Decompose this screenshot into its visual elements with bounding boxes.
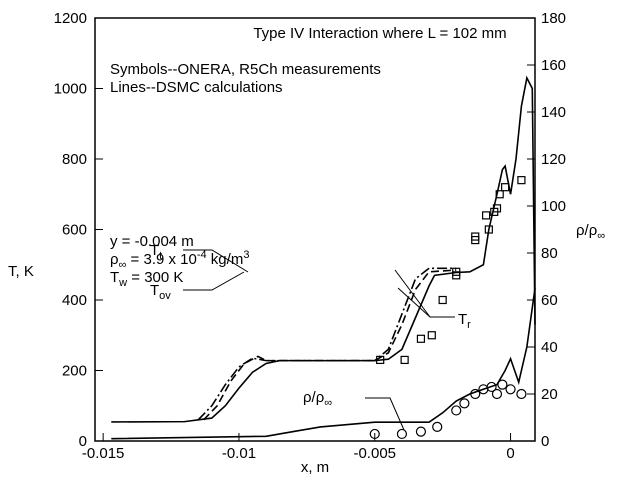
- x-tick-label: -0.005: [353, 445, 396, 462]
- annotation-part: T: [110, 269, 119, 286]
- series-label-subscript: ov: [159, 290, 171, 302]
- y2-tick-label: 40: [541, 339, 558, 356]
- annotation-part: y = -0.004 m: [110, 233, 194, 250]
- square-marker: [501, 183, 510, 192]
- annotation-part: kg/m: [207, 251, 244, 268]
- annotation-part: -4: [197, 249, 207, 261]
- leader: [183, 271, 245, 291]
- y2-tick-label: 180: [541, 10, 566, 27]
- circle-marker: [415, 426, 427, 437]
- annotation-part: ∞: [119, 259, 127, 271]
- y-tick-label: 600: [62, 222, 87, 239]
- series-label-base: ρ/ρ: [303, 389, 324, 406]
- annotation-part: = 3.9 x 10: [126, 251, 196, 268]
- circle-marker: [486, 381, 497, 393]
- square-marker: [492, 204, 502, 213]
- x-tick-label: -0.015: [82, 445, 125, 462]
- y2-axis-label: ρ/ρ∞: [576, 222, 605, 242]
- annotation-part: 3: [243, 249, 249, 261]
- annotation: y = -0.004 m: [110, 233, 194, 250]
- y2-tick-label: 20: [541, 386, 558, 403]
- square-marker: [471, 232, 480, 241]
- square-marker: [376, 355, 385, 365]
- annotation: ρ∞ = 3.9 x 10-4 kg/m3: [110, 249, 249, 271]
- chart-title: Type IV Interaction where L = 102 mm: [253, 25, 506, 42]
- circle-marker: [516, 388, 527, 400]
- annotation: Tw = 300 K: [110, 269, 183, 289]
- circle-marker: [459, 398, 470, 409]
- series-label: Tt: [150, 242, 162, 262]
- y-tick-label: 1200: [54, 10, 87, 27]
- y-tick-label: 800: [62, 151, 87, 168]
- series-label-subscript: r: [467, 319, 471, 331]
- y2-tick-label: 160: [541, 57, 566, 74]
- circle-marker: [451, 405, 462, 416]
- y2-tick-label: 80: [541, 245, 558, 262]
- y-tick-label: 200: [62, 363, 87, 380]
- data-line: [111, 288, 536, 440]
- circle-marker: [396, 428, 408, 440]
- square-marker: [482, 211, 491, 220]
- y2-tick-label: 60: [541, 292, 558, 309]
- annotation-part: ρ: [110, 251, 119, 268]
- series-label: Tov: [150, 282, 171, 302]
- series-label-base: T: [150, 282, 159, 299]
- data-line: [203, 269, 457, 421]
- y-tick-label: 400: [62, 292, 87, 309]
- annotation-part: Symbols--ONERA, R5Ch measurements: [110, 61, 381, 78]
- series-label-base: T: [458, 311, 467, 328]
- annotation: Symbols--ONERA, R5Ch measurements: [110, 61, 381, 78]
- series-label-base: T: [150, 242, 159, 259]
- series-label-subscript: t: [159, 250, 162, 262]
- circle-marker: [505, 384, 516, 395]
- annotation: Lines--DSMC calculations: [110, 79, 283, 96]
- x-tick-label: 0: [506, 445, 514, 462]
- leader: [394, 269, 431, 318]
- square-marker: [495, 190, 504, 199]
- data-line: [111, 75, 536, 423]
- series-label: Tr: [458, 311, 471, 331]
- square-marker: [438, 295, 447, 305]
- circle-marker: [491, 388, 503, 400]
- series-label-subscript: ∞: [324, 397, 332, 409]
- y2-tick-label: 0: [541, 433, 549, 450]
- x-axis-label: x, m: [301, 459, 329, 476]
- y2-tick-label: 140: [541, 104, 566, 121]
- annotation-part: w: [118, 277, 127, 289]
- square-marker: [517, 176, 526, 185]
- y2-tick-label: 100: [541, 198, 566, 215]
- series-label: ρ/ρ∞: [303, 389, 332, 409]
- y-tick-label: 0: [79, 433, 87, 450]
- square-marker: [416, 334, 426, 343]
- annotation-part: = 300 K: [127, 269, 183, 286]
- y-axis-label: T, K: [8, 263, 34, 280]
- circle-marker: [369, 428, 380, 440]
- circle-marker: [497, 379, 508, 390]
- circle-marker: [470, 388, 481, 400]
- y2-axis-label-base: ρ/ρ: [576, 222, 597, 239]
- annotation-part: Lines--DSMC calculations: [110, 79, 283, 96]
- square-marker: [400, 355, 409, 365]
- leader: [183, 249, 249, 273]
- leader: [365, 397, 405, 431]
- y2-tick-label: 120: [541, 151, 566, 168]
- circle-marker: [432, 421, 443, 432]
- square-marker: [452, 271, 461, 280]
- y-tick-label: 1000: [54, 81, 87, 98]
- y2-axis-label-subscript: ∞: [597, 230, 605, 242]
- x-tick-label: -0.01: [222, 445, 256, 462]
- square-marker: [484, 225, 493, 234]
- square-marker: [427, 331, 436, 340]
